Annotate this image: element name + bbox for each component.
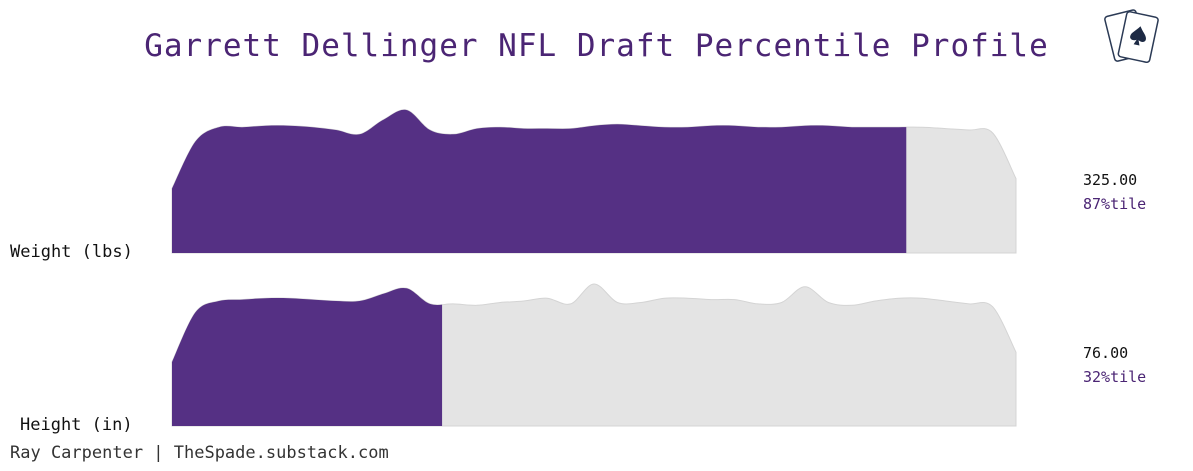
row-label-weight: Weight (lbs) bbox=[10, 242, 133, 262]
percentile-weight: 87%tile bbox=[1083, 195, 1147, 213]
credit-text: Ray Carpenter | TheSpade.substack.com bbox=[10, 443, 389, 463]
percentile-height: 32%tile bbox=[1083, 368, 1147, 386]
chart-title: Garrett Dellinger NFL Draft Percentile P… bbox=[144, 28, 1049, 64]
playing-cards-logo-icon bbox=[1104, 9, 1159, 64]
density-percentile-fill-1 bbox=[172, 287, 443, 426]
density-percentile-fill-0 bbox=[172, 109, 907, 253]
value-weight: 325.00 bbox=[1083, 171, 1138, 189]
value-height: 76.00 bbox=[1083, 344, 1129, 362]
row-label-height: Height (in) bbox=[20, 415, 133, 435]
